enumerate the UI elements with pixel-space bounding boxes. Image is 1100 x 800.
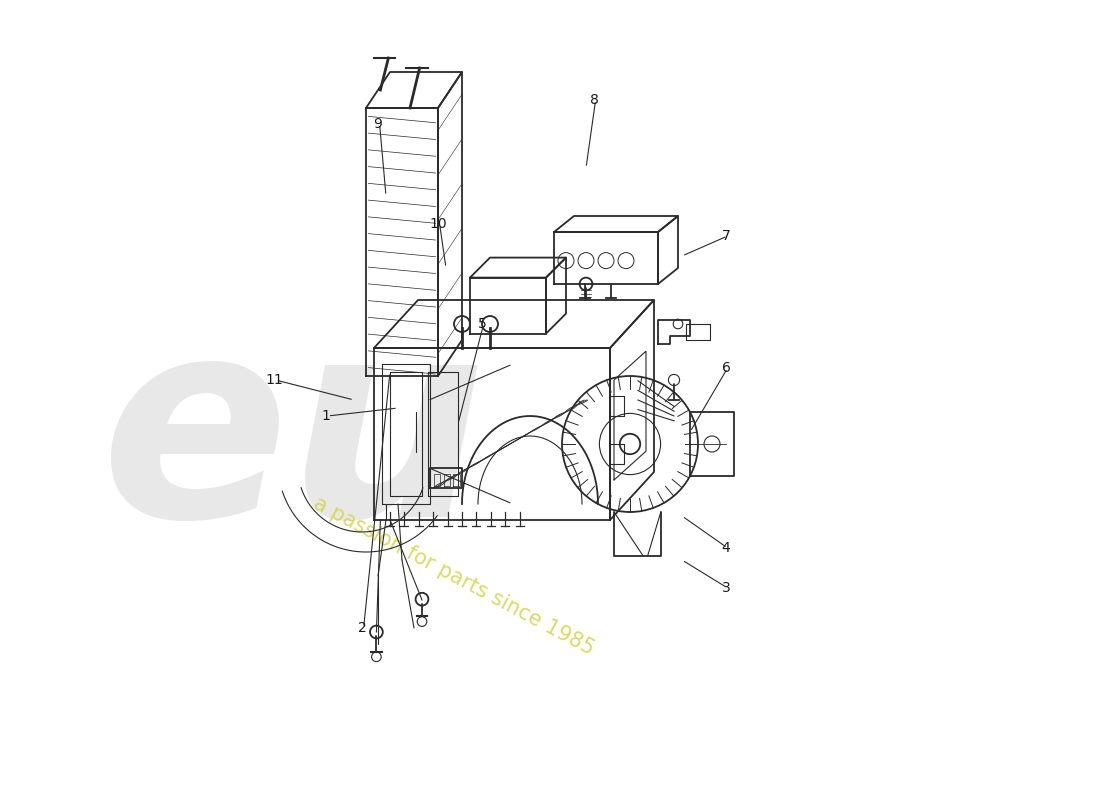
Text: 11: 11	[265, 373, 283, 387]
Text: a passion for parts since 1985: a passion for parts since 1985	[310, 494, 597, 658]
Text: eu: eu	[101, 305, 487, 575]
Text: 10: 10	[429, 217, 447, 231]
Text: 8: 8	[590, 93, 598, 107]
Text: 9: 9	[374, 117, 383, 131]
Text: 2: 2	[358, 621, 366, 635]
Text: 3: 3	[722, 581, 730, 595]
Text: 7: 7	[722, 229, 730, 243]
Text: 4: 4	[722, 541, 730, 555]
Text: 5: 5	[477, 317, 486, 331]
Text: 1: 1	[321, 409, 330, 423]
Text: 6: 6	[722, 361, 730, 375]
